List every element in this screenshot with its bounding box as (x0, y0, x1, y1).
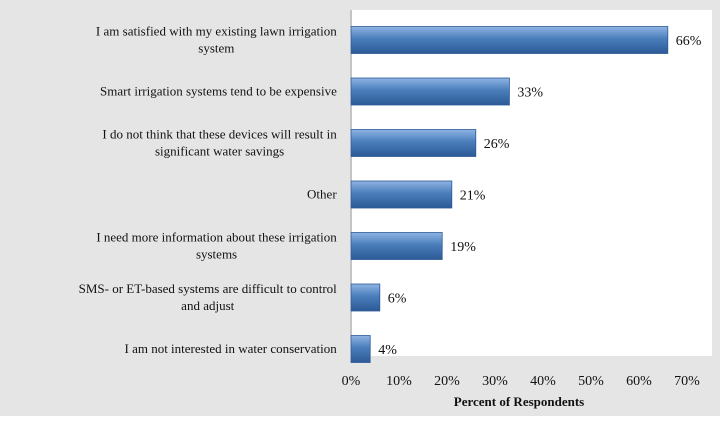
category-label-3: I do not think that these devices will r… (102, 127, 337, 159)
category-label-line: I need more information about these irri… (96, 230, 337, 245)
x-tick-label: 30% (482, 374, 508, 389)
category-label-line: Other (307, 187, 337, 202)
bar-3 (350, 129, 477, 157)
category-label-line: significant water savings (155, 144, 284, 159)
bars (350, 26, 669, 363)
category-labels: I am satisfied with my existing lawn irr… (79, 24, 338, 357)
x-tick-label: 40% (530, 374, 556, 389)
x-tick-label: 60% (626, 374, 652, 389)
data-label-5: 19% (450, 240, 476, 255)
category-label-line: Smart irrigation systems tend to be expe… (100, 84, 337, 99)
bar-7 (350, 335, 371, 363)
bar-1 (350, 26, 669, 54)
category-label-2: Smart irrigation systems tend to be expe… (100, 84, 337, 99)
category-label-6: SMS- or ET-based systems are difficult t… (79, 281, 338, 313)
category-label-line: and adjust (181, 298, 234, 313)
bar-2 (350, 77, 510, 106)
data-labels: 66% 33% 26% 21% 19% 6% 4% (378, 34, 702, 358)
category-label-7: I am not interested in water conservatio… (124, 341, 337, 356)
bar-6 (350, 283, 381, 312)
category-label-1: I am satisfied with my existing lawn irr… (96, 24, 337, 56)
data-label-7: 4% (378, 343, 397, 358)
data-label-1: 66% (676, 34, 702, 49)
category-label-line: I am satisfied with my existing lawn irr… (96, 24, 337, 39)
category-label-line: SMS- or ET-based systems are difficult t… (79, 281, 338, 296)
category-label-5: I need more information about these irri… (96, 230, 337, 262)
x-axis-title: Percent of Respondents (454, 394, 584, 409)
data-label-3: 26% (484, 137, 510, 152)
bar-4 (350, 180, 453, 209)
x-tick-label: 10% (386, 374, 412, 389)
x-tick-label: 70% (674, 374, 700, 389)
x-tick-label: 20% (434, 374, 460, 389)
bar-5 (350, 232, 443, 260)
data-label-2: 33% (517, 86, 543, 101)
data-label-4: 21% (460, 189, 486, 204)
x-tick-label: 50% (578, 374, 604, 389)
category-label-4: Other (307, 187, 337, 202)
category-label-line: I am not interested in water conservatio… (124, 341, 337, 356)
x-tick-label: 0% (342, 374, 361, 389)
data-label-6: 6% (388, 292, 407, 307)
x-tick-labels: 0% 10% 20% 30% 40% 50% 60% 70% (342, 374, 701, 389)
category-label-line: system (198, 41, 234, 56)
category-label-line: I do not think that these devices will r… (102, 127, 337, 142)
category-label-line: systems (196, 247, 237, 262)
